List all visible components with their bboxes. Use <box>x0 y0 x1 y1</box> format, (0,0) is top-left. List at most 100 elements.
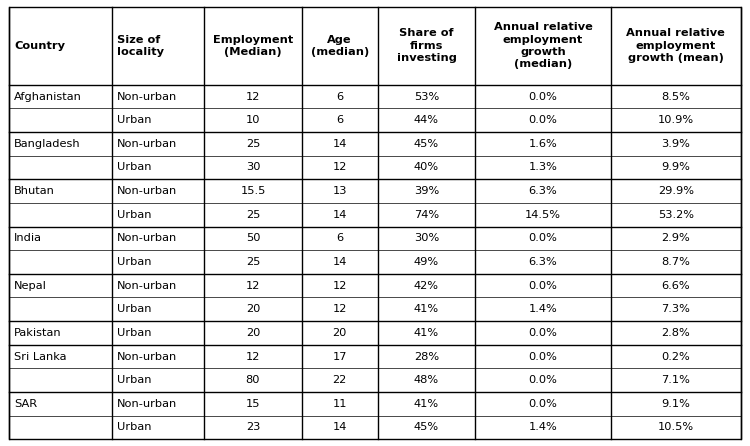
Text: 12: 12 <box>332 304 347 314</box>
Text: Size of
locality: Size of locality <box>117 34 164 57</box>
Text: 20: 20 <box>332 328 347 338</box>
Text: Urban: Urban <box>117 304 152 314</box>
Text: 25: 25 <box>246 210 260 220</box>
Text: 6.6%: 6.6% <box>662 281 690 291</box>
Text: 12: 12 <box>246 281 260 291</box>
Text: 12: 12 <box>246 91 260 102</box>
Text: Non-urban: Non-urban <box>117 139 178 149</box>
Text: Share of
firms
investing: Share of firms investing <box>397 28 457 63</box>
Text: 1.3%: 1.3% <box>529 162 557 173</box>
Text: 10.5%: 10.5% <box>658 422 694 433</box>
Text: 2.9%: 2.9% <box>662 233 690 244</box>
Text: 41%: 41% <box>414 399 439 409</box>
Text: 45%: 45% <box>414 422 439 433</box>
Text: 15: 15 <box>246 399 260 409</box>
Text: 3.9%: 3.9% <box>662 139 690 149</box>
Text: Non-urban: Non-urban <box>117 91 178 102</box>
Text: 2.8%: 2.8% <box>662 328 690 338</box>
Text: 1.6%: 1.6% <box>529 139 557 149</box>
Text: 49%: 49% <box>414 257 439 267</box>
Text: Country: Country <box>14 41 65 51</box>
Text: 29.9%: 29.9% <box>658 186 694 196</box>
Text: 0.0%: 0.0% <box>529 375 557 385</box>
Text: Urban: Urban <box>117 257 152 267</box>
Text: 30: 30 <box>246 162 260 173</box>
Text: 48%: 48% <box>414 375 439 385</box>
Text: 20: 20 <box>246 328 260 338</box>
Text: 17: 17 <box>332 351 347 362</box>
Text: 6: 6 <box>336 115 344 125</box>
Text: 53.2%: 53.2% <box>658 210 694 220</box>
Text: 14.5%: 14.5% <box>525 210 561 220</box>
Text: 23: 23 <box>246 422 260 433</box>
Text: 12: 12 <box>332 162 347 173</box>
Text: 25: 25 <box>246 257 260 267</box>
Text: Sri Lanka: Sri Lanka <box>14 351 67 362</box>
Text: Non-urban: Non-urban <box>117 351 178 362</box>
Text: 8.7%: 8.7% <box>662 257 690 267</box>
Text: 30%: 30% <box>414 233 439 244</box>
Text: 6: 6 <box>336 91 344 102</box>
Text: 1.4%: 1.4% <box>529 304 557 314</box>
Text: 9.9%: 9.9% <box>662 162 690 173</box>
Text: Annual relative
employment
growth
(median): Annual relative employment growth (media… <box>494 22 592 69</box>
Text: 45%: 45% <box>414 139 439 149</box>
Text: 0.0%: 0.0% <box>529 281 557 291</box>
Text: 11: 11 <box>332 399 347 409</box>
Text: 9.1%: 9.1% <box>662 399 690 409</box>
Text: 10: 10 <box>246 115 260 125</box>
Text: 22: 22 <box>332 375 346 385</box>
Text: 15.5: 15.5 <box>240 186 266 196</box>
Text: 14: 14 <box>332 139 347 149</box>
Text: 25: 25 <box>246 139 260 149</box>
Text: Non-urban: Non-urban <box>117 399 178 409</box>
Text: Urban: Urban <box>117 210 152 220</box>
Text: Non-urban: Non-urban <box>117 233 178 244</box>
Text: SAR: SAR <box>14 399 38 409</box>
Text: 1.4%: 1.4% <box>529 422 557 433</box>
Text: 12: 12 <box>332 281 347 291</box>
Text: Urban: Urban <box>117 375 152 385</box>
Text: Bhutan: Bhutan <box>14 186 55 196</box>
Text: 28%: 28% <box>414 351 439 362</box>
Text: Non-urban: Non-urban <box>117 186 178 196</box>
Text: 50: 50 <box>246 233 260 244</box>
Text: 40%: 40% <box>414 162 439 173</box>
Text: Urban: Urban <box>117 162 152 173</box>
Text: 53%: 53% <box>414 91 439 102</box>
Text: 10.9%: 10.9% <box>658 115 694 125</box>
Text: 41%: 41% <box>414 304 439 314</box>
Text: 6: 6 <box>336 233 344 244</box>
Text: Age
(median): Age (median) <box>310 34 369 57</box>
Text: 6.3%: 6.3% <box>529 186 557 196</box>
Text: 74%: 74% <box>414 210 439 220</box>
Text: 6.3%: 6.3% <box>529 257 557 267</box>
Text: 0.0%: 0.0% <box>529 328 557 338</box>
Text: 14: 14 <box>332 257 347 267</box>
Text: 0.2%: 0.2% <box>662 351 690 362</box>
Text: 7.1%: 7.1% <box>662 375 690 385</box>
Text: Employment
(Median): Employment (Median) <box>213 34 293 57</box>
Text: Pakistan: Pakistan <box>14 328 62 338</box>
Text: 41%: 41% <box>414 328 439 338</box>
Text: Urban: Urban <box>117 328 152 338</box>
Text: 8.5%: 8.5% <box>662 91 690 102</box>
Text: 13: 13 <box>332 186 347 196</box>
Text: Nepal: Nepal <box>14 281 47 291</box>
Text: Urban: Urban <box>117 115 152 125</box>
Text: 39%: 39% <box>414 186 439 196</box>
Text: 44%: 44% <box>414 115 439 125</box>
Text: Bangladesh: Bangladesh <box>14 139 81 149</box>
Text: 0.0%: 0.0% <box>529 115 557 125</box>
Text: Urban: Urban <box>117 422 152 433</box>
Text: 20: 20 <box>246 304 260 314</box>
Text: Afghanistan: Afghanistan <box>14 91 82 102</box>
Text: 0.0%: 0.0% <box>529 399 557 409</box>
Text: 0.0%: 0.0% <box>529 351 557 362</box>
Text: 14: 14 <box>332 422 347 433</box>
Text: 0.0%: 0.0% <box>529 233 557 244</box>
Text: 14: 14 <box>332 210 347 220</box>
Text: 42%: 42% <box>414 281 439 291</box>
Text: 7.3%: 7.3% <box>662 304 690 314</box>
Text: Non-urban: Non-urban <box>117 281 178 291</box>
